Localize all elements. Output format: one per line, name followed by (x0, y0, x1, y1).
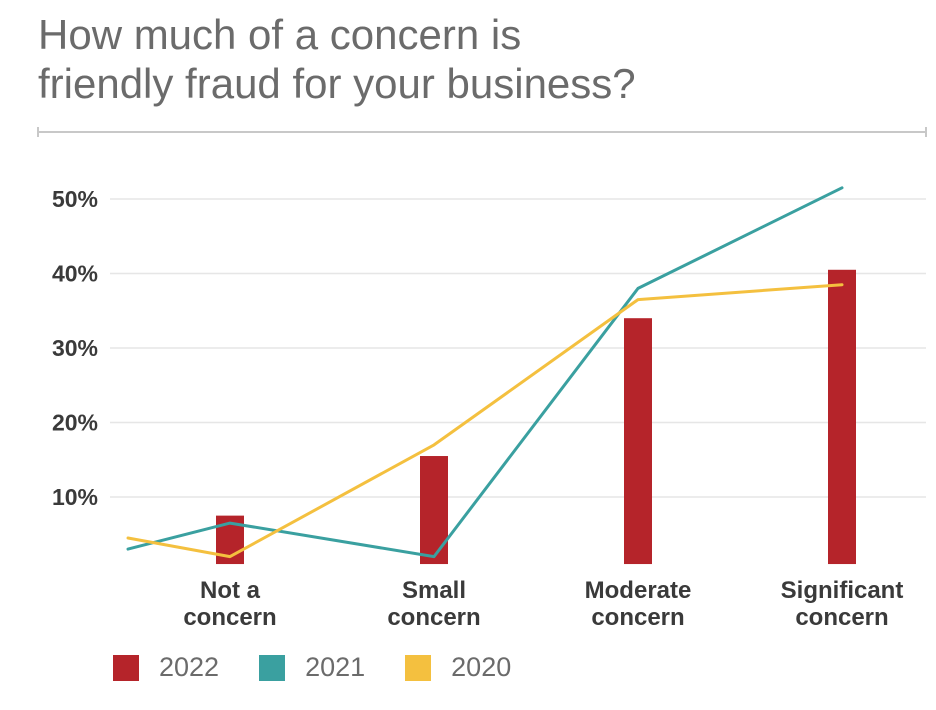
bar-series-2022 (216, 269, 856, 565)
line-series (126, 186, 844, 559)
chart-title-line-2: friendly fraud for your business? (38, 60, 636, 107)
bar-2022-1 (420, 456, 448, 565)
chart-title: How much of a concern is friendly fraud … (38, 10, 918, 108)
legend-label-2020: 2020 (451, 652, 512, 682)
line-2021 (126, 186, 844, 559)
y-axis-tick-labels: 10% 20% 30% 40% 50% (52, 186, 98, 510)
legend-label-2021: 2021 (305, 652, 366, 682)
y-tick-label-40: 40% (52, 261, 98, 287)
legend: 2022 2021 2020 (113, 652, 551, 683)
category-label-2-line-2: concern (591, 604, 684, 631)
y-tick-label-10: 10% (52, 484, 98, 510)
y-tick-label-50: 50% (52, 186, 98, 212)
legend-swatch-2020 (405, 654, 432, 681)
gridlines (110, 198, 926, 498)
bar-2022-3 (828, 269, 856, 565)
chart-title-line-1: How much of a concern is (38, 11, 522, 58)
category-label-0-line-2: concern (183, 604, 276, 631)
legend-label-2022: 2022 (159, 652, 220, 682)
x-axis-category-labels: Not aconcernSmallconcernModerateconcernS… (183, 577, 903, 631)
category-label-0-line-1: Not a (200, 577, 261, 604)
line-2020 (126, 283, 844, 559)
legend-item-2021: 2021 (259, 652, 365, 683)
category-label-3-line-1: Significant (781, 577, 904, 604)
bar-2022-2 (624, 318, 652, 565)
category-label-1-line-2: concern (387, 604, 480, 631)
legend-swatch-2021 (259, 654, 286, 681)
legend-item-2020: 2020 (405, 652, 511, 683)
chart: 10%20%30%40%50% Not aconcernSmallconcern… (37, 127, 927, 631)
y-tick-label-20: 20% (52, 410, 98, 436)
category-label-2-line-1: Moderate (585, 577, 692, 604)
legend-item-2022: 2022 (113, 652, 219, 683)
legend-swatch-2022 (113, 654, 139, 681)
category-label-3-line-2: concern (795, 604, 888, 631)
category-label-1-line-1: Small (402, 577, 466, 604)
y-tick-label-30: 30% (52, 335, 98, 361)
